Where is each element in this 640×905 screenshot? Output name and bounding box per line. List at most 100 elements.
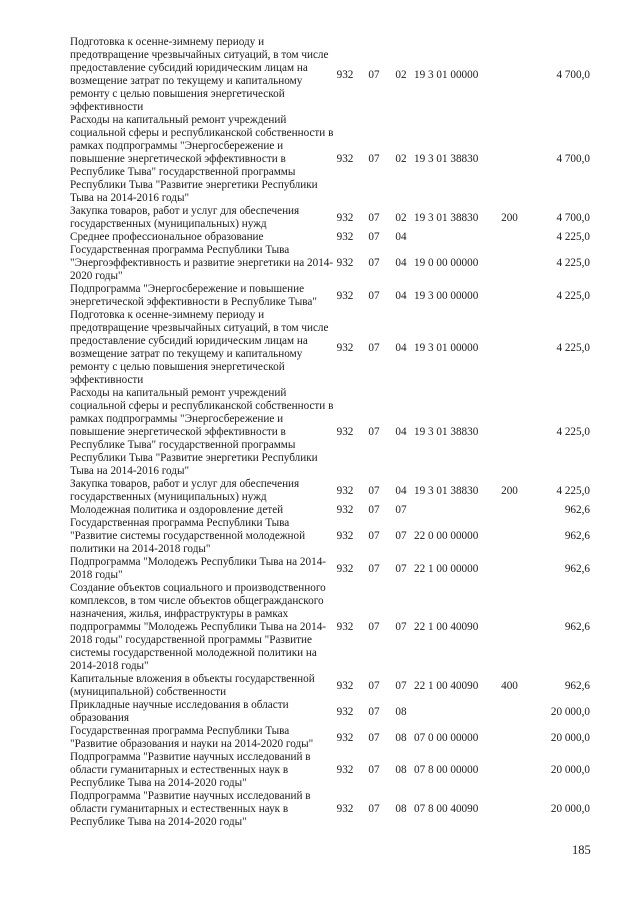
table-row: Молодежная политика и оздоровление детей… (70, 504, 590, 517)
table-row: Государственная программа Республики Тыв… (70, 725, 590, 751)
expense-type-code (494, 283, 525, 309)
target-article-code: 19 3 01 00000 (414, 68, 479, 81)
row-description: Закупка товаров, работ и услуг для обесп… (70, 205, 300, 230)
table-row: Подготовка к осенне-зимнему периоду и пр… (70, 36, 590, 114)
grbs-code: 932 (336, 621, 354, 633)
target-article-code: 07 8 00 40090 (414, 803, 479, 815)
grbs-code: 932 (336, 705, 354, 718)
section-code: 07 (368, 679, 380, 692)
target-article-code: 22 0 00 00000 (414, 530, 479, 542)
subsection-code: 04 (395, 231, 407, 243)
target-article-code: 19 3 01 00000 (414, 341, 479, 354)
section-code: 07 (368, 731, 380, 744)
grbs-code: 932 (336, 803, 354, 815)
target-article-code (414, 699, 494, 725)
amount-value: 4 700,0 (556, 153, 590, 165)
amount-value: 4 225,0 (556, 341, 590, 354)
table-row: Государственная программа Республики Тыв… (70, 517, 590, 556)
table-row: Прикладные научные исследования в област… (70, 699, 590, 725)
expense-type-code (494, 517, 525, 556)
row-description: Подпрограмма "Молодежъ Республики Тыва н… (70, 556, 327, 581)
expense-type-code (494, 309, 525, 387)
section-code: 07 (368, 504, 380, 516)
row-description: Государственная программа Республики Тыв… (70, 244, 334, 282)
grbs-code: 932 (336, 504, 354, 516)
expense-type-code (494, 582, 525, 673)
table-row: Закупка товаров, работ и услуг для обесп… (70, 205, 590, 231)
target-article-code: 19 3 01 38830 (414, 153, 479, 165)
expense-type-code (494, 751, 525, 790)
section-code: 07 (368, 562, 380, 575)
table-row: Подпрограмма "Энергосбережение и повышен… (70, 283, 590, 309)
section-code: 07 (368, 68, 380, 81)
subsection-code: 04 (395, 484, 407, 497)
row-description: Подготовка к осенне-зимнему периоду и пр… (70, 36, 329, 113)
grbs-code: 932 (336, 153, 354, 165)
row-description: Государственная программа Республики Тыв… (70, 517, 306, 555)
expense-type-code (494, 725, 525, 751)
subsection-code: 07 (395, 621, 407, 633)
table-row: Подпрограмма "Развитие научных исследова… (70, 790, 590, 829)
expense-type-code: 400 (501, 679, 518, 692)
grbs-code: 932 (336, 68, 354, 81)
target-article-code: 19 3 01 38830 (414, 426, 479, 438)
table-row: Расходы на капитальный ремонт учреждений… (70, 387, 590, 478)
row-description: Создание объектов социального и производ… (70, 582, 327, 672)
section-code: 07 (368, 426, 380, 438)
row-description: Подпрограмма "Развитие научных исследова… (70, 790, 311, 828)
amount-value: 962,6 (564, 504, 590, 516)
amount-value: 20 000,0 (550, 764, 590, 776)
table-row: Создание объектов социального и производ… (70, 582, 590, 673)
amount-value: 962,6 (564, 679, 590, 692)
row-description: Расходы на капитальный ремонт учреждений… (70, 387, 334, 477)
target-article-code: 07 8 00 00000 (414, 764, 479, 776)
row-description: Подпрограмма "Энергосбережение и повышен… (70, 283, 317, 308)
expense-type-code (494, 36, 525, 114)
section-code: 07 (368, 341, 380, 354)
grbs-code: 932 (336, 426, 354, 438)
row-description: Прикладные научные исследования в област… (70, 699, 289, 724)
grbs-code: 932 (336, 231, 354, 243)
subsection-code: 04 (395, 341, 407, 354)
target-article-code (414, 504, 494, 517)
table-row: Капитальные вложения в объекты государст… (70, 673, 590, 699)
section-code: 07 (368, 289, 380, 302)
target-article-code: 22 1 00 40090 (414, 679, 479, 692)
expense-type-code: 200 (501, 484, 518, 497)
target-article-code: 19 3 01 38830 (414, 484, 479, 497)
amount-value: 20 000,0 (550, 803, 590, 815)
amount-value: 20 000,0 (550, 731, 590, 744)
expense-type-code (494, 556, 525, 582)
table-row: Подготовка к осенне-зимнему периоду и пр… (70, 309, 590, 387)
grbs-code: 932 (336, 530, 354, 542)
grbs-code: 932 (336, 484, 354, 497)
amount-value: 4 225,0 (556, 257, 590, 269)
expense-type-code (494, 504, 525, 517)
table-row: Подпрограмма "Развитие научных исследова… (70, 751, 590, 790)
target-article-code: 07 0 00 00000 (414, 731, 479, 744)
section-code: 07 (368, 211, 380, 224)
subsection-code: 07 (395, 679, 407, 692)
grbs-code: 932 (336, 211, 354, 224)
subsection-code: 08 (395, 705, 407, 718)
expense-type-code (494, 244, 525, 283)
expense-type-code (494, 790, 525, 829)
amount-value: 20 000,0 (550, 705, 590, 718)
amount-value: 4 225,0 (556, 426, 590, 438)
subsection-code: 02 (395, 68, 407, 81)
table-row: Закупка товаров, работ и услуг для обесп… (70, 478, 590, 504)
section-code: 07 (368, 530, 380, 542)
subsection-code: 07 (395, 530, 407, 542)
page-number: 185 (572, 843, 591, 857)
amount-value: 4 225,0 (556, 289, 590, 302)
grbs-code: 932 (336, 562, 354, 575)
section-code: 07 (368, 257, 380, 269)
expense-type-code (494, 387, 525, 478)
row-description: Молодежная политика и оздоровление детей (70, 504, 284, 516)
table-row: Государственная программа Республики Тыв… (70, 244, 590, 283)
amount-value: 4 700,0 (556, 68, 590, 81)
row-description: Государственная программа Республики Тыв… (70, 725, 314, 750)
subsection-code: 08 (395, 764, 407, 776)
section-code: 07 (368, 484, 380, 497)
